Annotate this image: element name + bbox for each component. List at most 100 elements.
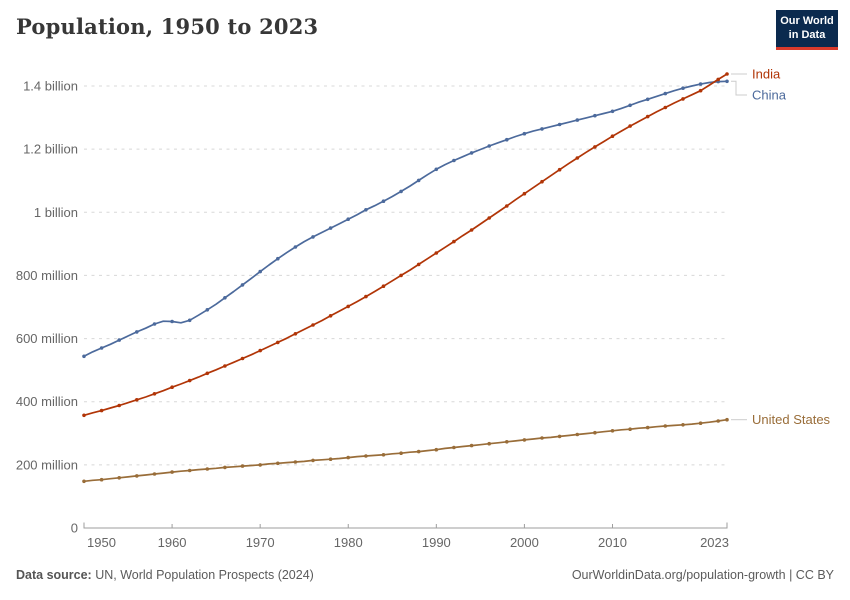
data-point — [223, 465, 227, 470]
data-point — [416, 449, 421, 454]
data-point — [716, 419, 720, 423]
data-point — [328, 457, 333, 462]
data-point — [540, 127, 544, 131]
y-tick-label: 1.2 billion — [23, 142, 78, 157]
data-point — [681, 86, 685, 90]
data-point — [575, 118, 580, 122]
series-line-china[interactable] — [83, 80, 728, 358]
owid-logo-line2: in Data — [788, 28, 826, 41]
y-tick-label: 0 — [71, 521, 78, 536]
attribution-link[interactable]: OurWorldinData.org/population-growth | C… — [571, 568, 834, 582]
y-tick-label: 1 billion — [34, 205, 78, 220]
data-point — [681, 423, 685, 427]
data-point — [187, 318, 192, 323]
data-point — [557, 122, 562, 127]
legend-connector-china — [731, 80, 747, 96]
owid-logo[interactable]: Our World in Data — [776, 10, 838, 50]
data-point — [487, 441, 492, 446]
data-point — [328, 314, 333, 318]
population-chart: 0 200 million 400 million 600 million 800 mi… — [16, 67, 831, 551]
series-china[interactable] — [82, 79, 729, 359]
data-point — [522, 191, 527, 196]
data-source-note: Data source: UN, World Population Prospe… — [16, 568, 314, 582]
data-point — [487, 216, 492, 220]
x-tick-label: 2000 — [510, 535, 539, 550]
data-point — [152, 472, 157, 476]
x-tick-label: 1980 — [334, 535, 363, 550]
data-point — [293, 245, 298, 249]
data-point — [575, 156, 580, 160]
x-tick-label: 1960 — [158, 535, 187, 550]
x-tick-label: 2010 — [598, 535, 627, 550]
data-point — [540, 436, 544, 440]
data-point — [628, 124, 632, 128]
owid-logo-line1: Our World — [780, 14, 834, 27]
data-point — [170, 470, 174, 474]
data-point — [505, 137, 509, 142]
data-point — [223, 296, 227, 300]
data-point — [258, 463, 263, 467]
data-point — [82, 479, 86, 484]
data-point — [698, 82, 703, 86]
data-point — [82, 413, 86, 418]
data-point — [698, 88, 703, 93]
data-point — [557, 167, 562, 172]
x-tick-label: 1970 — [246, 535, 275, 550]
data-point — [505, 440, 509, 444]
data-point — [452, 158, 456, 163]
data-point — [276, 461, 280, 466]
data-point — [593, 430, 597, 435]
y-tick-label: 400 million — [16, 394, 78, 409]
data-point — [276, 340, 280, 345]
data-point — [205, 467, 210, 471]
legend: India China United States — [731, 67, 831, 427]
data-point — [434, 251, 439, 255]
data-point — [293, 460, 298, 464]
data-point — [187, 468, 192, 473]
data-point — [328, 226, 333, 230]
data-point — [82, 354, 86, 359]
data-point — [469, 151, 474, 155]
data-point — [258, 269, 263, 274]
data-point — [135, 398, 139, 402]
data-point — [276, 256, 280, 261]
data-point — [346, 217, 351, 221]
legend-label-india[interactable]: India — [752, 67, 781, 82]
data-point — [135, 474, 139, 478]
data-point — [593, 113, 597, 118]
data-point — [434, 167, 439, 172]
data-point — [293, 332, 298, 336]
data-point — [311, 323, 315, 327]
data-point — [487, 144, 492, 148]
chart-footer: Data source: UN, World Population Prospe… — [16, 568, 834, 582]
data-point — [575, 432, 580, 437]
data-point — [187, 378, 192, 383]
x-axis-line — [83, 522, 728, 529]
y-tick-label: 1.4 billion — [23, 79, 78, 94]
series-united-states[interactable] — [82, 417, 729, 484]
y-tick-label: 800 million — [16, 268, 78, 283]
data-point — [381, 284, 386, 289]
data-point — [610, 429, 615, 433]
series-india[interactable] — [82, 72, 729, 418]
data-point — [522, 131, 527, 136]
data-point — [628, 427, 632, 432]
data-point — [99, 408, 104, 413]
legend-label-united-states[interactable]: United States — [752, 412, 831, 427]
data-source-text: UN, World Population Prospects (2024) — [91, 568, 314, 582]
data-point — [240, 356, 245, 361]
data-point — [681, 97, 685, 101]
data-point — [434, 447, 439, 452]
data-point — [452, 445, 456, 450]
data-point — [593, 145, 597, 149]
x-tick-label: 1990 — [422, 535, 451, 550]
data-point — [170, 319, 174, 324]
legend-label-china[interactable]: China — [752, 88, 787, 103]
data-point — [663, 105, 668, 110]
series-lines — [82, 72, 729, 484]
data-point — [725, 417, 729, 422]
x-axis — [83, 522, 728, 529]
data-point — [205, 371, 210, 376]
data-point — [416, 262, 421, 267]
data-point — [725, 79, 729, 84]
